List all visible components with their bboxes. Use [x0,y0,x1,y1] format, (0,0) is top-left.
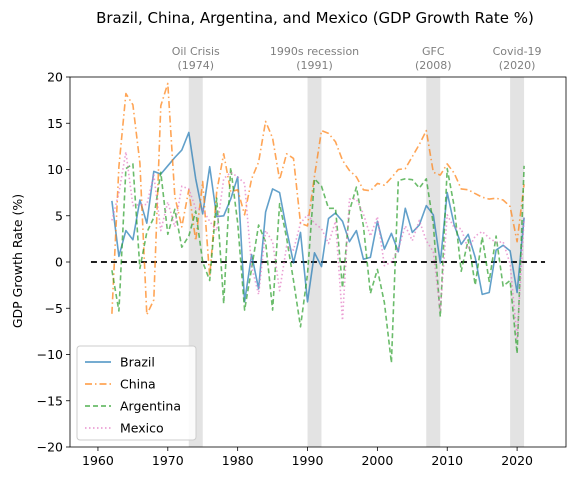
annotation-label: Oil Crisis [172,45,220,58]
x-tick-label: 1990 [292,453,324,468]
series-line-china [111,82,525,316]
annotation-year: (1991) [296,59,333,72]
x-tick-label: 2010 [431,453,463,468]
recession-band [510,77,525,447]
y-tick-label: −5 [45,301,63,316]
series-line-mexico [111,151,525,339]
legend: Brazil China Argentina Mexico [76,345,197,441]
legend-label: Mexico [120,421,164,436]
x-tick-label: 2000 [361,453,393,468]
x-tick-label: 1970 [152,453,184,468]
x-tick-label: 1960 [82,453,114,468]
annotation-year: (1974) [177,59,214,72]
y-tick-label: −10 [37,347,63,362]
annotation-label: 1990s recession [270,45,359,58]
legend-label: Brazil [120,355,155,370]
annotation-label: Covid-19 [493,45,542,58]
legend-label: China [120,377,156,392]
x-tick-label: 1980 [222,453,254,468]
axes: 1960 1970 1980 1990 2000 2010 2020−20−15−10−50… [37,70,567,468]
legend-label: Argentina [120,399,181,414]
y-tick-label: 20 [47,70,63,85]
annotation-label: GFC [422,45,445,58]
y-axis-label: GDP Growth Rate (%) [10,194,25,328]
recession-annotations: Oil Crisis(1974) 1990s recession(1991) GFC… [172,45,542,72]
y-tick-label: 15 [47,116,63,131]
annotation-year: (2020) [499,59,536,72]
legend-box [76,345,197,441]
annotation-year: (2008) [415,59,452,72]
y-tick-label: 10 [47,162,63,177]
series-line-argentina [111,163,525,364]
y-tick-label: 0 [55,255,63,270]
y-tick-label: −20 [37,440,63,455]
x-tick-label: 2020 [501,453,533,468]
y-tick-label: 5 [55,208,63,223]
y-tick-label: −15 [37,393,63,408]
chart-title: Brazil, China, Argentina, and Mexico (GD… [96,9,534,27]
series-lines [111,82,525,364]
